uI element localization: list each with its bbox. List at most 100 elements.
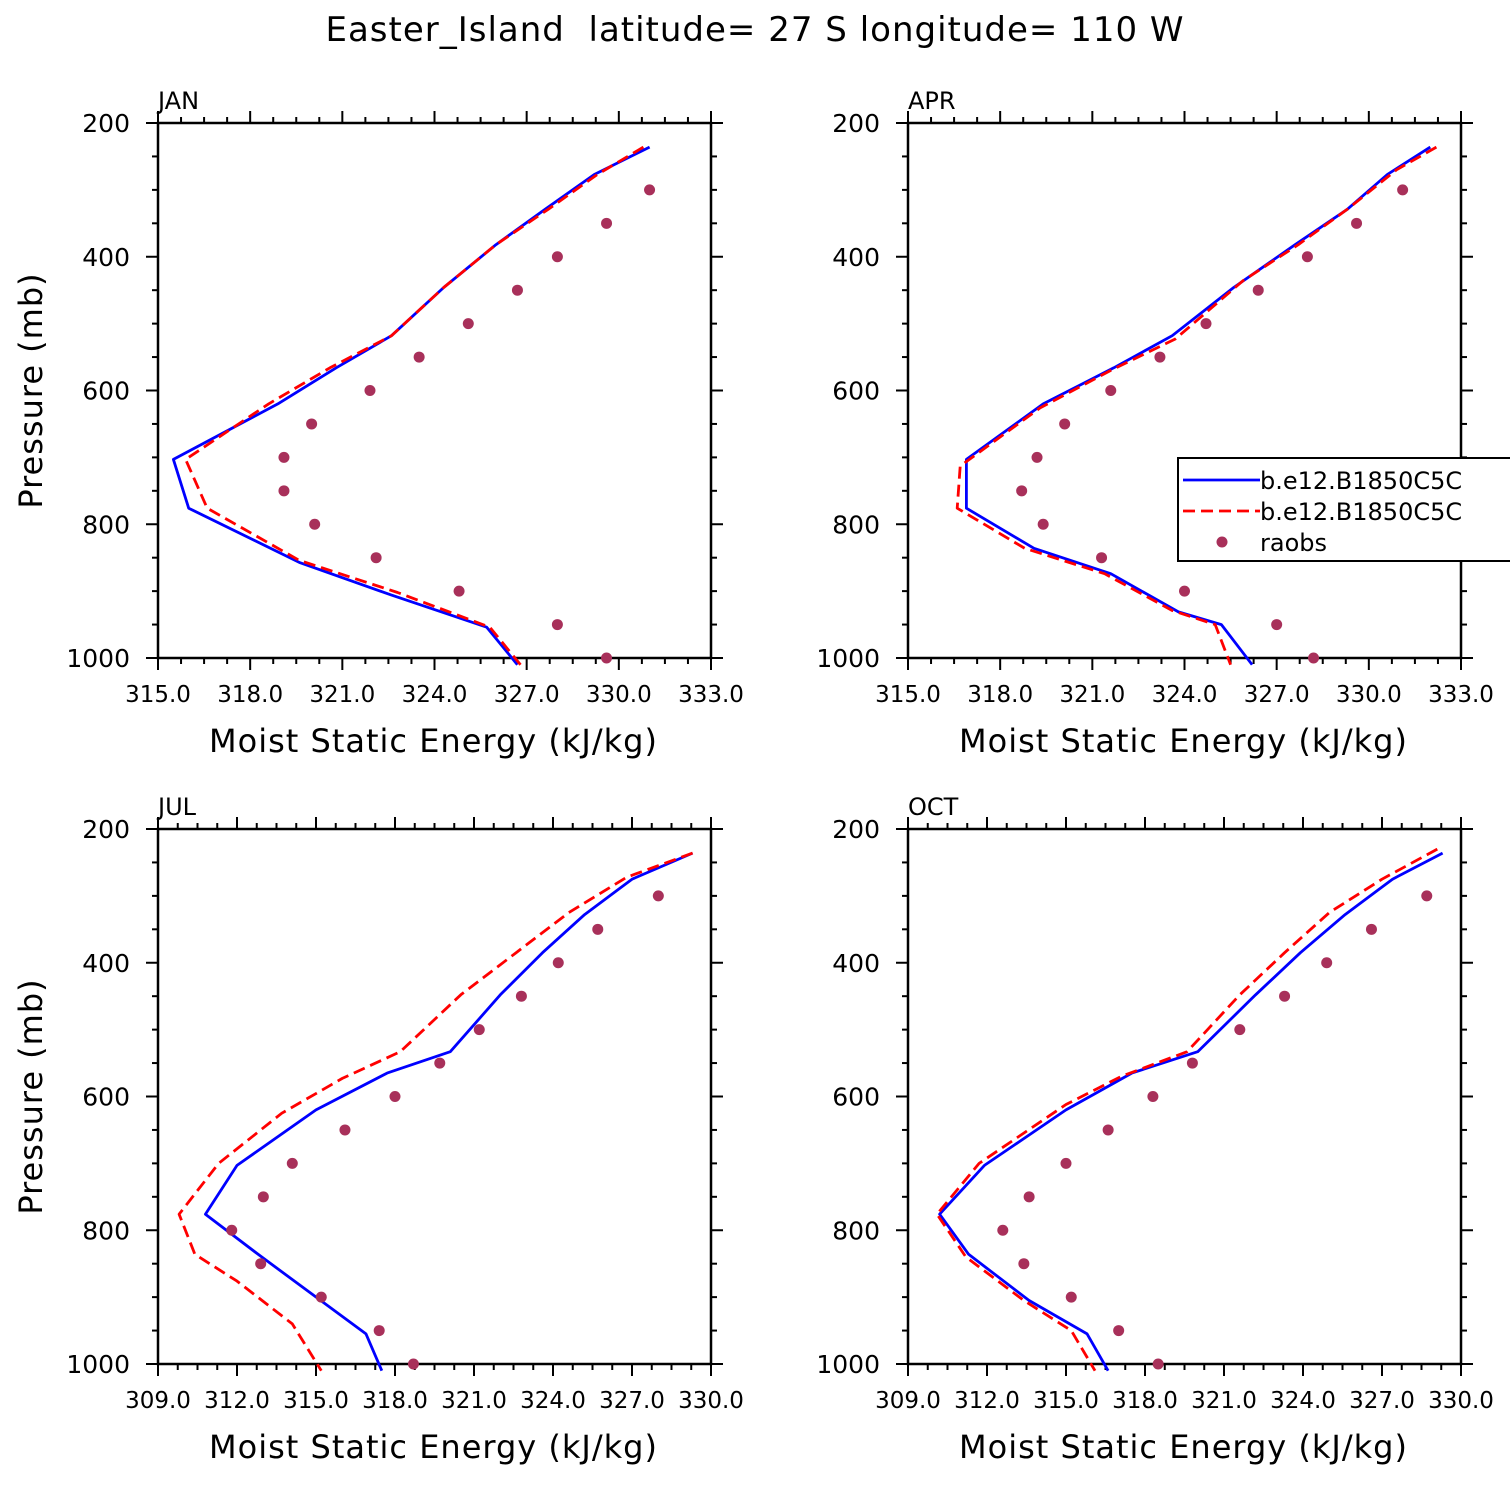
x-tick-label: 333.0 — [678, 682, 744, 708]
x-tick-label: 315.0 — [1033, 1388, 1099, 1414]
legend-label: b.e12.B1850C5C — [1260, 467, 1462, 495]
x-tick-label: 315.0 — [283, 1388, 349, 1414]
raobs-point — [1147, 1091, 1159, 1102]
chart-svg: 309.0 312.0 315.0 318.0 321.0 324.0 327.0 330.0… — [12, 793, 744, 1466]
panel-label: OCT — [908, 793, 959, 821]
panel-label: JAN — [156, 87, 199, 115]
legend-label: b.e12.B1850C5C — [1260, 498, 1462, 526]
raobs-point — [1031, 451, 1043, 463]
x-axis-label: Moist Static Energy (kJ/kg) — [209, 722, 658, 760]
raobs-point — [1065, 1291, 1077, 1303]
raobs-point — [473, 1024, 485, 1036]
y-tick-label: 600 — [832, 377, 880, 406]
raobs-point — [1200, 318, 1212, 330]
raobs-point — [1096, 552, 1108, 564]
raobs-point — [407, 1358, 419, 1370]
raobs-point — [552, 957, 564, 969]
raobs-point — [306, 418, 318, 430]
x-tick-label: 318.0 — [1112, 1388, 1178, 1414]
raobs-point — [997, 1224, 1009, 1236]
legend-box — [1177, 457, 1510, 562]
series-line-solid — [171, 145, 651, 666]
chart-panel-jan: 315.0 318.0 321.0 324.0 327.0 330.0 333.0 200 40… — [0, 80, 755, 790]
x-tick-label: 330.0 — [678, 1388, 744, 1414]
raobs-point — [1105, 385, 1117, 396]
raobs-point — [286, 1157, 298, 1169]
panel-label: APR — [908, 87, 956, 115]
series-line-dashed — [184, 145, 645, 666]
plot-frame — [906, 121, 1463, 660]
raobs-point — [601, 217, 613, 229]
y-tick-label: 400 — [832, 243, 880, 272]
x-axis-label: Moist Static Energy (kJ/kg) — [209, 1428, 658, 1466]
y-tick-label: 200 — [82, 815, 130, 844]
raobs-point — [1113, 1325, 1125, 1337]
plot-frame — [156, 827, 713, 1366]
raobs-point — [453, 585, 465, 597]
x-tick-label: 318.0 — [967, 682, 1033, 708]
x-tick-label: 327.0 — [1244, 682, 1310, 708]
y-tick-label: 800 — [832, 510, 880, 539]
y-axis-label: Pressure (mb) — [12, 978, 50, 1214]
y-tick-label: 800 — [82, 510, 130, 539]
y-tick-label: 200 — [832, 109, 880, 138]
series-line-solid — [203, 851, 694, 1372]
x-tick-label: 330.0 — [1428, 1388, 1494, 1414]
raobs-point — [551, 619, 563, 631]
x-tick-label: 309.0 — [875, 1388, 941, 1414]
raobs-point — [1234, 1024, 1246, 1036]
y-tick-label: 800 — [832, 1216, 880, 1245]
plot-frame — [906, 827, 1463, 1366]
y-tick-label: 200 — [82, 109, 130, 138]
x-tick-label: 327.0 — [599, 1388, 665, 1414]
raobs-point — [1060, 1157, 1072, 1169]
raobs-point — [515, 990, 527, 1002]
raobs-point — [511, 284, 523, 296]
raobs-point — [257, 1191, 269, 1203]
series-line-solid — [938, 851, 1444, 1372]
x-tick-label: 321.0 — [441, 1388, 507, 1414]
series-line-dashed — [177, 851, 694, 1372]
x-tick-label: 321.0 — [309, 682, 375, 708]
y-tick-label: 400 — [832, 949, 880, 978]
raobs-point — [1016, 485, 1028, 497]
plot-frame — [156, 121, 713, 660]
y-tick-label: 1000 — [816, 644, 880, 673]
x-tick-label: 324.0 — [402, 682, 468, 708]
raobs-point — [434, 1057, 446, 1069]
raobs-point — [1279, 990, 1291, 1002]
raobs-point — [364, 385, 376, 396]
raobs-point — [413, 351, 425, 363]
x-tick-label: 318.0 — [362, 1388, 428, 1414]
x-tick-label: 330.0 — [586, 682, 652, 708]
raobs-point — [1018, 1258, 1030, 1270]
raobs-point — [551, 251, 563, 263]
raobs-point — [1023, 1191, 1035, 1203]
x-tick-label: 324.0 — [520, 1388, 586, 1414]
figure-title: Easter_Island latitude= 27 S longitude= … — [325, 10, 1185, 50]
y-tick-label: 1000 — [66, 644, 130, 673]
x-tick-label: 321.0 — [1059, 682, 1125, 708]
raobs-point — [339, 1124, 351, 1136]
chart-svg: 315.0 318.0 321.0 324.0 327.0 330.0 333.0 200 40… — [816, 87, 1510, 760]
x-tick-label: 309.0 — [125, 1388, 191, 1414]
legend-marker-raobs — [1216, 536, 1228, 548]
raobs-point — [644, 184, 656, 196]
x-tick-label: 333.0 — [1428, 682, 1494, 708]
raobs-point — [1301, 251, 1313, 263]
x-tick-label: 318.0 — [217, 682, 283, 708]
x-tick-label: 321.0 — [1191, 1388, 1257, 1414]
x-tick-label: 324.0 — [1152, 682, 1218, 708]
raobs-point — [1186, 1057, 1198, 1069]
raobs-point — [1154, 351, 1166, 363]
raobs-point — [592, 923, 604, 935]
raobs-point — [278, 451, 290, 463]
x-tick-label: 312.0 — [204, 1388, 270, 1414]
raobs-point — [1037, 518, 1049, 530]
raobs-point — [1271, 619, 1283, 631]
raobs-point — [1308, 652, 1320, 664]
chart-svg: 309.0 312.0 315.0 318.0 321.0 324.0 327.0 330.0… — [816, 793, 1494, 1466]
raobs-point — [255, 1258, 267, 1270]
x-tick-label: 312.0 — [954, 1388, 1020, 1414]
x-tick-label: 330.0 — [1336, 682, 1402, 708]
